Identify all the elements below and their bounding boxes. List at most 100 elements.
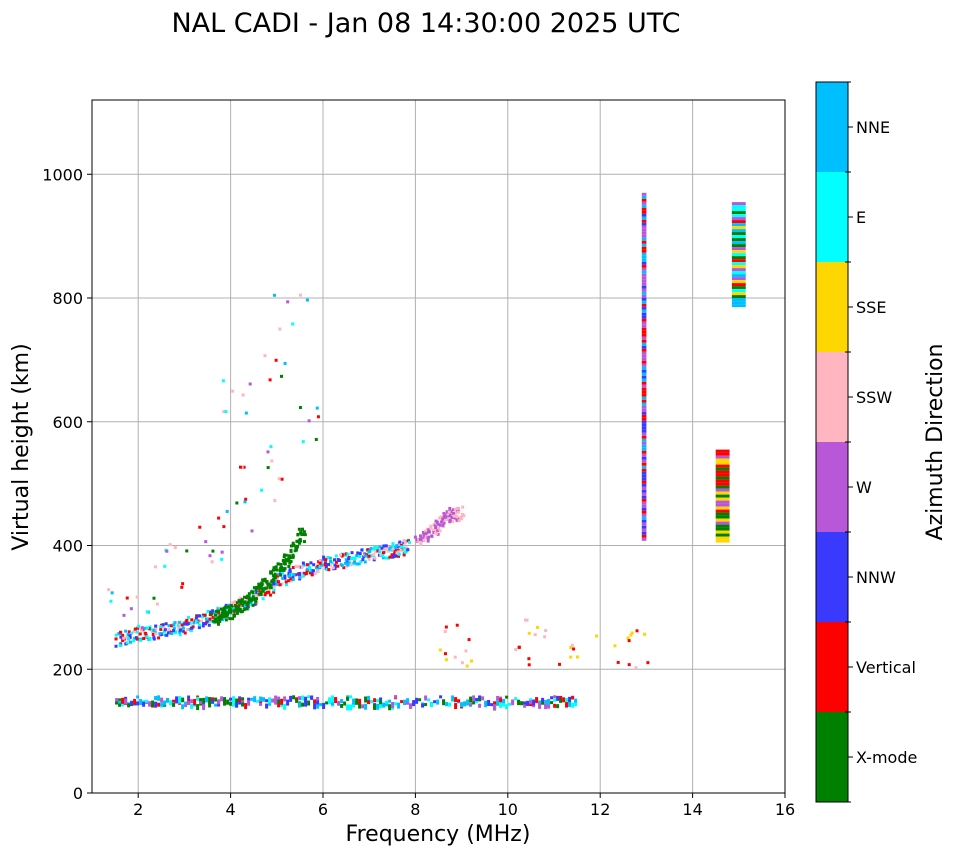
column-echo bbox=[731, 268, 746, 272]
trace-echo bbox=[280, 565, 284, 569]
column-echo bbox=[715, 458, 730, 462]
trace-echo bbox=[203, 613, 207, 617]
column-echo bbox=[715, 530, 730, 534]
trace-echo bbox=[203, 622, 207, 626]
trace-echo bbox=[214, 609, 218, 613]
trace-echo bbox=[294, 548, 298, 552]
e-layer-echo bbox=[301, 702, 305, 707]
trace-echo bbox=[167, 624, 171, 628]
trace-echo bbox=[237, 599, 241, 603]
column-echo bbox=[641, 534, 647, 538]
trace-echo bbox=[226, 611, 230, 615]
trace-echo bbox=[279, 573, 283, 577]
trace-echo bbox=[323, 561, 327, 565]
column-echo bbox=[715, 506, 730, 510]
trace-echo bbox=[173, 621, 177, 625]
trace-echo bbox=[300, 527, 304, 531]
trace-echo bbox=[395, 551, 399, 555]
e-layer-echo bbox=[427, 698, 431, 702]
e-layer-echo bbox=[298, 702, 302, 708]
scatter-echo bbox=[153, 565, 157, 569]
e-layer-echo bbox=[502, 699, 506, 704]
column-echo bbox=[641, 270, 647, 274]
scatter-echo bbox=[225, 509, 229, 513]
trace-echo bbox=[200, 619, 204, 623]
trace-echo bbox=[233, 611, 237, 615]
trace-echo bbox=[254, 594, 258, 598]
column-echo bbox=[731, 214, 746, 218]
trace-echo bbox=[434, 526, 438, 530]
e-layer-echo bbox=[469, 703, 473, 707]
trace-echo bbox=[274, 579, 278, 583]
scatter-echo bbox=[291, 322, 295, 326]
e-layer-echo bbox=[265, 699, 269, 703]
trace-echo bbox=[453, 516, 457, 520]
e-layer-echo bbox=[346, 704, 350, 711]
scatter-echo bbox=[544, 629, 548, 633]
trace-echo bbox=[348, 557, 352, 561]
plot-area: 2 4 6 8 10 12 14 16 0 200 400 600 800 1000 bbox=[42, 99, 795, 819]
trace-echo bbox=[284, 558, 288, 562]
trace-echo bbox=[318, 565, 322, 569]
trace-echo bbox=[330, 561, 334, 565]
e-layer-echo bbox=[265, 703, 269, 709]
e-layer-echo bbox=[277, 703, 281, 708]
trace-echo bbox=[402, 546, 406, 550]
trace-echo bbox=[388, 555, 392, 559]
column-echo bbox=[641, 513, 647, 517]
column-echo bbox=[641, 201, 647, 205]
trace-echo bbox=[145, 635, 149, 639]
trace-echo bbox=[194, 619, 198, 623]
trace-echo bbox=[152, 629, 156, 633]
x-axis-ticks: 2 4 6 8 10 12 14 16 bbox=[133, 793, 795, 819]
trace-echo bbox=[181, 629, 185, 633]
x-tick-label: 10 bbox=[498, 800, 518, 819]
scatter-echo bbox=[244, 411, 248, 415]
trace-echo bbox=[192, 621, 196, 625]
trace-echo bbox=[189, 629, 193, 633]
e-layer-echo bbox=[439, 695, 443, 699]
trace-echo bbox=[433, 531, 437, 535]
e-layer-echo bbox=[475, 698, 479, 702]
e-layer-echo bbox=[280, 698, 284, 705]
trace-echo bbox=[453, 512, 457, 516]
e-layer-echo bbox=[424, 695, 428, 701]
trace-echo bbox=[259, 590, 263, 594]
column-echo bbox=[731, 298, 746, 302]
e-layer-echo bbox=[379, 700, 383, 706]
column-echo bbox=[641, 447, 647, 451]
trace-echo bbox=[126, 633, 130, 637]
e-layer-echo bbox=[142, 701, 146, 707]
scatter-echo bbox=[527, 631, 531, 635]
trace-echo bbox=[194, 617, 198, 621]
trace-echo bbox=[272, 590, 276, 594]
plot-background bbox=[92, 100, 785, 793]
column-echo bbox=[641, 330, 647, 334]
y-tick-label: 600 bbox=[52, 413, 83, 432]
trace-echo bbox=[128, 634, 132, 638]
trace-echo bbox=[186, 616, 190, 620]
e-layer-echo bbox=[154, 696, 158, 701]
scatter-echo bbox=[315, 406, 319, 410]
trace-echo bbox=[292, 573, 296, 577]
e-layer-echo bbox=[223, 697, 227, 704]
scatter-echo bbox=[268, 378, 272, 382]
trace-echo bbox=[384, 556, 388, 560]
trace-echo bbox=[448, 506, 452, 510]
trace-echo bbox=[305, 567, 309, 571]
column-echo bbox=[715, 512, 730, 516]
e-layer-echo bbox=[166, 698, 170, 703]
scatter-echo bbox=[527, 657, 531, 661]
trace-echo bbox=[324, 558, 328, 562]
column-echo bbox=[641, 423, 647, 427]
scatter-echo bbox=[277, 477, 281, 481]
column-echo bbox=[715, 527, 730, 531]
e-layer-echo bbox=[322, 703, 326, 710]
column-echo bbox=[641, 474, 647, 478]
e-layer-echo bbox=[277, 699, 281, 704]
column-echo bbox=[641, 387, 647, 391]
e-layer-echo bbox=[541, 697, 545, 702]
column-echo bbox=[641, 438, 647, 442]
column-echo bbox=[715, 482, 730, 486]
scatter-echo bbox=[135, 595, 139, 599]
